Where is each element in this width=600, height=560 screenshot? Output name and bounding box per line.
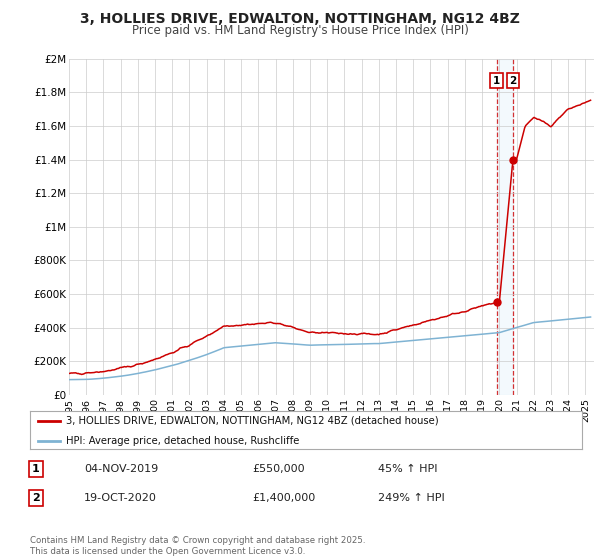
- Bar: [497, 59, 513, 395]
- Text: 2: 2: [32, 493, 40, 503]
- Text: 249% ↑ HPI: 249% ↑ HPI: [378, 493, 445, 503]
- Text: Price paid vs. HM Land Registry's House Price Index (HPI): Price paid vs. HM Land Registry's House …: [131, 24, 469, 37]
- Text: 04-NOV-2019: 04-NOV-2019: [84, 464, 158, 474]
- Text: 2: 2: [509, 76, 517, 86]
- Text: 45% ↑ HPI: 45% ↑ HPI: [378, 464, 437, 474]
- Text: HPI: Average price, detached house, Rushcliffe: HPI: Average price, detached house, Rush…: [66, 436, 299, 446]
- Text: 3, HOLLIES DRIVE, EDWALTON, NOTTINGHAM, NG12 4BZ: 3, HOLLIES DRIVE, EDWALTON, NOTTINGHAM, …: [80, 12, 520, 26]
- Text: £1,400,000: £1,400,000: [252, 493, 315, 503]
- Text: 19-OCT-2020: 19-OCT-2020: [84, 493, 157, 503]
- Text: 1: 1: [493, 76, 500, 86]
- Text: £550,000: £550,000: [252, 464, 305, 474]
- Text: 3, HOLLIES DRIVE, EDWALTON, NOTTINGHAM, NG12 4BZ (detached house): 3, HOLLIES DRIVE, EDWALTON, NOTTINGHAM, …: [66, 416, 439, 426]
- Text: Contains HM Land Registry data © Crown copyright and database right 2025.
This d: Contains HM Land Registry data © Crown c…: [30, 536, 365, 556]
- Text: 1: 1: [32, 464, 40, 474]
